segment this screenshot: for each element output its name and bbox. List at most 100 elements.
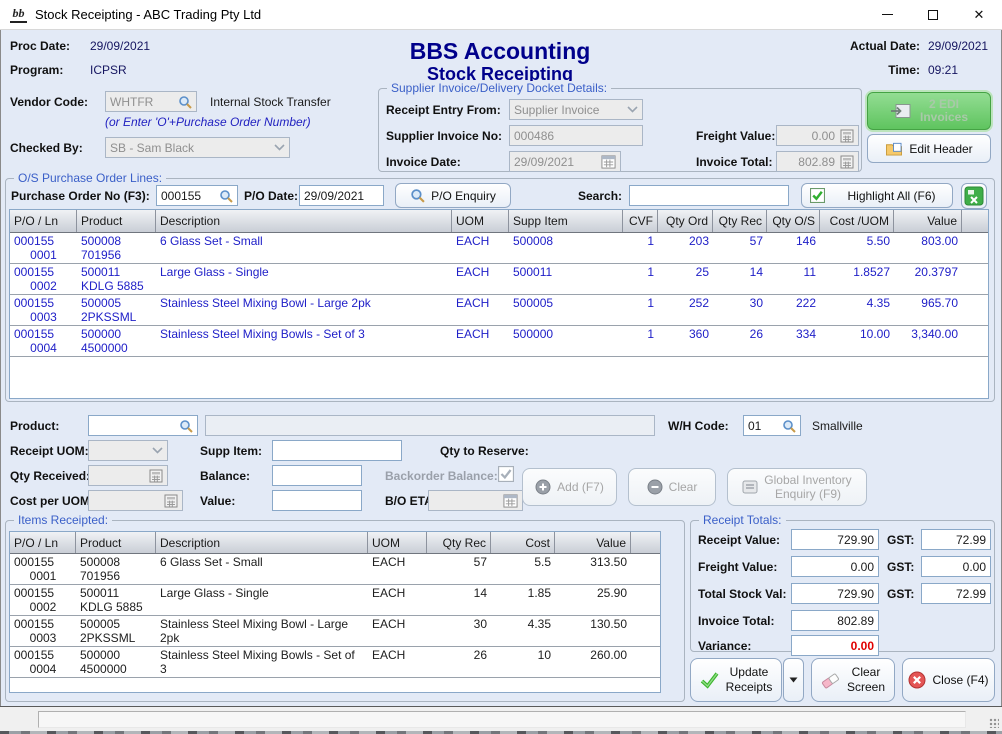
receipt-entry-from-select[interactable]: Supplier Invoice (509, 99, 643, 120)
col-supp-item[interactable]: Supp Item (509, 210, 623, 232)
po-lines-legend: O/S Purchase Order Lines: (14, 171, 166, 185)
freight-value-field: 0.00 (791, 556, 879, 577)
calculator-icon[interactable] (164, 494, 178, 508)
vendor-search-icon[interactable] (178, 95, 192, 109)
items-receipted-legend: Items Receipted: (14, 513, 112, 527)
clear-screen-button[interactable]: ClearScreen (811, 658, 895, 702)
supp-item-label: Supp Item: (200, 444, 262, 458)
col-spare (631, 532, 660, 553)
col-uom[interactable]: UOM (452, 210, 509, 232)
search-input[interactable] (629, 185, 789, 206)
col-product[interactable]: Product (76, 532, 156, 553)
po-table-row[interactable]: 0001550001 500008701956 6 Glass Set - Sm… (10, 233, 988, 264)
calculator-icon[interactable] (840, 155, 854, 169)
receipt-uom-select[interactable] (88, 440, 168, 461)
supplier-details-group: Supplier Invoice/Delivery Docket Details… (378, 88, 862, 172)
col-qty-rec[interactable]: Qty Rec (713, 210, 767, 232)
inventory-grid-icon (742, 480, 758, 494)
calculator-icon[interactable] (149, 469, 163, 483)
col-qty-rec[interactable]: Qty Rec (427, 532, 491, 553)
balance-input[interactable] (272, 465, 362, 486)
backorder-balance-label: Backorder Balance: (385, 469, 498, 483)
items-table-row[interactable]: 0001550004 5000004500000 Stainless Steel… (10, 647, 660, 678)
vendor-hint: (or Enter 'O'+Purchase Order Number) (105, 115, 311, 129)
variance-field: 0.00 (791, 635, 879, 656)
chevron-down-icon (152, 447, 163, 454)
freight-value-input[interactable]: 0.00 (776, 125, 859, 146)
value-input[interactable] (272, 490, 362, 511)
stock-receipting-window: bb Stock Receipting - ABC Trading Pty Lt… (0, 0, 1002, 734)
invoice-date-input[interactable]: 29/09/2021 (509, 151, 621, 172)
proc-date-value: 29/09/2021 (90, 39, 150, 53)
po-table-row[interactable]: 0001550002 500011KDLG 5885 Large Glass -… (10, 264, 988, 295)
backorder-balance-checkbox[interactable] (498, 466, 514, 482)
col-value[interactable]: Value (894, 210, 962, 232)
wh-code-label: W/H Code: (668, 419, 729, 433)
edit-header-button[interactable]: Edit Header (867, 134, 991, 163)
calendar-icon[interactable] (503, 493, 518, 508)
window-title: Stock Receipting - ABC Trading Pty Ltd (35, 7, 261, 22)
col-description[interactable]: Description (156, 210, 452, 232)
checked-by-select[interactable]: SB - Sam Black (105, 137, 290, 158)
export-excel-button[interactable] (961, 183, 987, 209)
col-po-ln[interactable]: P/O / Ln (10, 532, 76, 553)
col-value[interactable]: Value (555, 532, 631, 553)
items-table-row[interactable]: 0001550002 500011KDLG 5885 Large Glass -… (10, 585, 660, 616)
supp-item-input[interactable] (272, 440, 402, 461)
product-search-icon[interactable] (179, 419, 193, 433)
col-cvf[interactable]: CVF (623, 210, 658, 232)
po-date-input[interactable]: 29/09/2021 (299, 185, 384, 206)
receipt-totals-group: Receipt Totals: Receipt Value: 729.90 GS… (690, 520, 995, 652)
highlight-all-button[interactable]: Highlight All (F6) (801, 183, 953, 208)
receipt-entry-from-label: Receipt Entry From: (386, 103, 501, 117)
items-table-row[interactable]: 0001550001 500008701956 6 Glass Set - Sm… (10, 554, 660, 585)
col-description[interactable]: Description (156, 532, 368, 553)
invoice-total-label: Invoice Total: (696, 155, 772, 169)
update-receipts-button[interactable]: UpdateReceipts (690, 658, 782, 702)
close-button[interactable]: Close (F4) (902, 658, 995, 702)
po-enquiry-button[interactable]: P/O Enquiry (395, 183, 511, 208)
excel-icon (964, 186, 984, 206)
col-po-ln[interactable]: P/O / Ln (10, 210, 77, 232)
maximize-button[interactable] (910, 0, 956, 30)
minimize-button[interactable] (864, 0, 910, 30)
col-uom[interactable]: UOM (368, 532, 427, 553)
po-search-icon[interactable] (219, 189, 233, 203)
col-cost-uom[interactable]: Cost /UOM (820, 210, 894, 232)
variance-label: Variance: (698, 639, 751, 653)
receipt-value-label: Receipt Value: (698, 533, 780, 547)
col-qty-ord[interactable]: Qty Ord (658, 210, 713, 232)
green-check-icon (700, 671, 720, 689)
program-value: ICPSR (90, 63, 127, 77)
add-button[interactable]: Add (F7) (522, 468, 617, 506)
update-receipts-dropdown[interactable] (783, 658, 804, 702)
vendor-code-input[interactable]: WHTFR (105, 91, 197, 112)
po-number-input[interactable]: 000155 (156, 185, 238, 206)
title-bar: bb Stock Receipting - ABC Trading Pty Lt… (0, 0, 1002, 30)
supplier-invoice-no-input[interactable]: 000486 (509, 125, 643, 146)
po-table-row[interactable]: 0001550003 5000052PKSSML Stainless Steel… (10, 295, 988, 326)
close-window-button[interactable]: ✕ (956, 0, 1002, 30)
value-label: Value: (200, 494, 235, 508)
po-table-row[interactable]: 0001550004 5000004500000 Stainless Steel… (10, 326, 988, 357)
po-lines-group: O/S Purchase Order Lines: Purchase Order… (5, 178, 995, 402)
edi-invoices-button[interactable]: 2 EDIInvoices (867, 92, 991, 130)
col-qty-os[interactable]: Qty O/S (767, 210, 820, 232)
cost-per-uom-input[interactable] (88, 490, 183, 511)
items-table-row[interactable]: 0001550003 5000052PKSSML Stainless Steel… (10, 616, 660, 647)
product-input[interactable] (88, 415, 198, 436)
col-cost[interactable]: Cost (491, 532, 555, 553)
calendar-icon[interactable] (601, 154, 616, 169)
invoice-total-input[interactable]: 802.89 (776, 151, 859, 172)
global-inventory-button[interactable]: Global InventoryEnquiry (F9) (727, 468, 867, 506)
wh-code-input[interactable]: 01 (743, 415, 801, 436)
resize-grip[interactable] (989, 718, 999, 728)
qty-received-input[interactable] (88, 465, 168, 486)
col-product[interactable]: Product (77, 210, 156, 232)
calculator-icon[interactable] (840, 129, 854, 143)
checkbox-checked-icon[interactable] (810, 188, 825, 203)
receipt-value-field: 729.90 (791, 529, 879, 550)
clear-button[interactable]: Clear (628, 468, 716, 506)
bo-eta-input[interactable] (428, 490, 523, 511)
wh-search-icon[interactable] (782, 419, 796, 433)
